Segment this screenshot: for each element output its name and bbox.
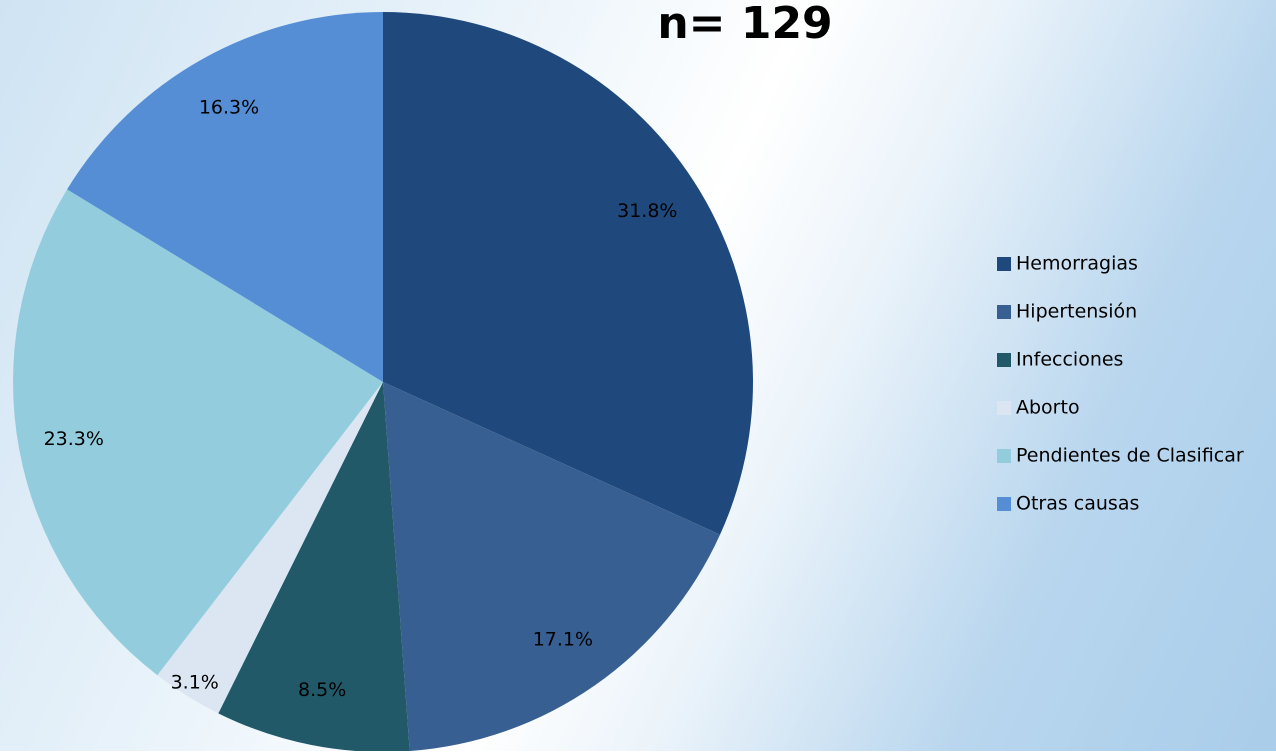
data-label: 23.3% bbox=[44, 428, 104, 450]
data-label: 16.3% bbox=[199, 96, 259, 118]
data-label: 8.5% bbox=[298, 679, 346, 701]
legend-swatch bbox=[997, 257, 1011, 271]
pie-slice bbox=[157, 382, 383, 714]
legend-label: Aborto bbox=[1016, 397, 1080, 419]
pie-slice bbox=[67, 12, 384, 382]
legend-label: Pendientes de Clasificar bbox=[1016, 445, 1244, 467]
chart-title: n= 129 bbox=[657, 0, 832, 49]
legend-swatch bbox=[997, 401, 1011, 415]
data-label: 3.1% bbox=[171, 672, 219, 694]
legend-label: Hipertensión bbox=[1016, 301, 1137, 323]
legend-label: Infecciones bbox=[1016, 349, 1123, 371]
legend-label: Hemorragias bbox=[1016, 253, 1138, 275]
data-label: 31.8% bbox=[617, 200, 677, 222]
pie-slice bbox=[218, 382, 410, 752]
pie-slice bbox=[383, 382, 721, 752]
pie-slice bbox=[383, 12, 754, 535]
legend-swatch bbox=[997, 449, 1011, 463]
pie-slice bbox=[12, 189, 384, 676]
legend-label: Otras causas bbox=[1016, 493, 1139, 515]
data-label: 17.1% bbox=[533, 628, 593, 650]
legend-swatch bbox=[997, 353, 1011, 367]
legend-swatch bbox=[997, 497, 1011, 511]
legend-swatch bbox=[997, 305, 1011, 319]
